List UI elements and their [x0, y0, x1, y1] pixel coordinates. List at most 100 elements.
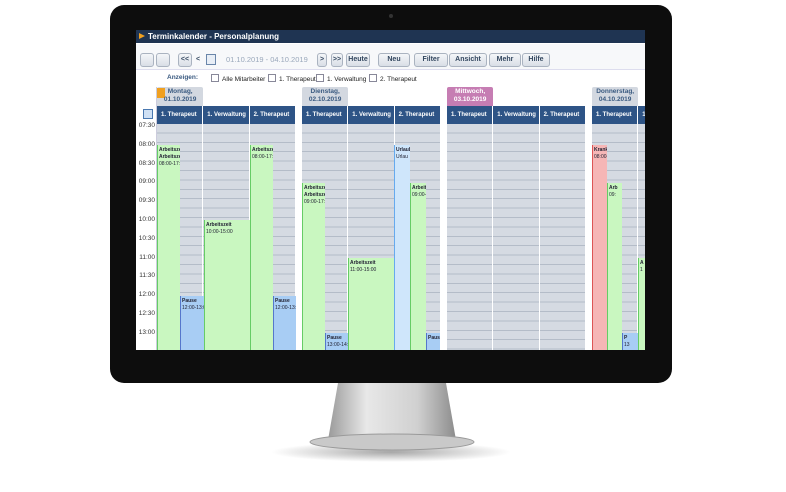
filter-label: Anzeigen:: [167, 74, 199, 81]
day-tab: [592, 87, 639, 106]
calendar-icon[interactable]: [143, 109, 153, 119]
event[interactable]: Arbeit 09:00-: [410, 183, 426, 350]
time-label: 11:00: [139, 253, 155, 261]
event-text: 1: [640, 267, 643, 273]
event-text: 08:00-: [594, 154, 607, 160]
event-text: Arbeitszeit: [252, 147, 273, 153]
time-label: 11:30: [139, 272, 155, 280]
day-name: Mittwoch,: [455, 88, 486, 95]
time-label: 08:30: [138, 159, 155, 167]
checkbox[interactable]: [211, 74, 219, 82]
event-text: Arbeitszeit: [304, 185, 325, 191]
event-text: Urlau: [396, 154, 408, 160]
filter-option[interactable]: 1. Verwaltung: [316, 74, 366, 84]
column-header: 1. Therapeut: [302, 106, 349, 124]
event[interactable]: Arb 09:: [607, 183, 622, 350]
time-label: 09:30: [138, 197, 155, 205]
next2-button[interactable]: >>: [331, 53, 343, 67]
event-text: P: [624, 335, 628, 341]
event-text: Arbeitszeit: [206, 222, 232, 228]
date-range: 01.10.2019 - 04.10.2019: [226, 55, 308, 64]
back-button[interactable]: [140, 53, 154, 67]
column: [539, 124, 586, 350]
app: Terminkalender - Personalplanung << > >> Heu…: [136, 30, 645, 350]
time-label: 07:30: [138, 122, 155, 129]
event-text: Pause: [182, 298, 197, 304]
event-text: Urlaub: [396, 147, 410, 153]
event-text: Arbeitszeit: [159, 154, 180, 160]
title-icon: [139, 33, 145, 39]
event-text: Arbeit: [412, 185, 426, 191]
event-text: Krank: [594, 147, 607, 153]
time-column: [136, 87, 157, 350]
event[interactable]: Pause: [426, 333, 440, 350]
day-tab: [157, 87, 204, 106]
event-text: Arbeitszeit: [159, 147, 180, 153]
checkbox[interactable]: [369, 74, 377, 82]
event-text: 13: [624, 342, 630, 348]
day-tab: [447, 87, 494, 106]
day-name: Dienstag,: [310, 88, 340, 95]
event[interactable]: Arbeitszeit 10:00-15:00: [204, 220, 250, 350]
column-header: 1. Verwaltung: [203, 106, 250, 124]
event-text: 11:00-15:00: [350, 267, 377, 273]
time-label: 13:00: [138, 328, 155, 336]
checkbox[interactable]: [268, 74, 276, 82]
title-bar: [136, 30, 645, 43]
event[interactable]: P 13: [622, 333, 638, 350]
calendar-icon[interactable]: [206, 54, 216, 65]
filter-option[interactable]: Alle Mitarbeiter: [211, 74, 265, 84]
event[interactable]: Arbeitszeit08:00-17:0: [250, 145, 273, 350]
filter-button[interactable]: Filter: [414, 53, 448, 67]
day-icon: [157, 88, 165, 98]
new-button[interactable]: Neu: [378, 53, 410, 67]
column-header: 1. Therapeut: [157, 106, 204, 124]
view-button[interactable]: Ansicht: [449, 53, 487, 67]
time-label: 10:00: [138, 216, 155, 223]
day-date: 02.10.2019: [308, 96, 342, 103]
event-text: Pause: [327, 335, 342, 341]
prev-button[interactable]: <: [195, 56, 201, 63]
column: [447, 124, 494, 350]
filter-option[interactable]: 1. Therapeut: [268, 74, 316, 84]
column: [493, 124, 540, 350]
title: Terminkalender - Personalplanung: [148, 32, 279, 41]
help-button[interactable]: Hilfe: [522, 53, 550, 67]
column-header: 2. Therapeut: [249, 106, 296, 124]
event-text: 08:00-17:0: [252, 154, 273, 160]
filter-option[interactable]: 2. Therapeut: [369, 74, 417, 84]
event-text: Pause: [428, 335, 440, 341]
day-date: 01.10.2019: [163, 96, 197, 103]
column-header: 1. Verwaltung: [348, 106, 395, 124]
checkbox[interactable]: [316, 74, 324, 82]
filter-option-label: 1. Verwaltung: [327, 76, 367, 83]
event[interactable]: UrlaubUrlau: [394, 145, 410, 350]
event-text: 12:00-13:0: [275, 305, 296, 311]
column-header: 1. Therapeut: [447, 106, 494, 124]
column-header: 1. Verwaltung: [493, 106, 540, 124]
event[interactable]: ArbeitszeitArbeitszeit08:00-17:0: [157, 145, 180, 350]
today-button[interactable]: Heute: [346, 53, 370, 67]
day-tab: [302, 87, 349, 106]
prev2-button[interactable]: <<: [178, 53, 192, 67]
next-button[interactable]: >: [317, 53, 327, 67]
time-label: 12:30: [138, 310, 155, 317]
refresh-button[interactable]: [156, 53, 170, 67]
event[interactable]: Arbeitszeit 11:00-15:00: [348, 258, 394, 350]
event[interactable]: ArbeitszeitArbeitszeit09:00-17:0: [302, 183, 325, 350]
event-text: 09:00-17:0: [304, 199, 325, 205]
event[interactable]: Krank 08:00-: [592, 145, 607, 350]
event-text: 09:: [609, 192, 616, 198]
time-label: 10:30: [138, 234, 155, 242]
more-button[interactable]: Mehr: [489, 53, 521, 67]
column-header: 1: [638, 106, 645, 124]
event-text: Pause: [275, 298, 290, 304]
column-header: 2. Therapeut: [539, 106, 586, 124]
day-date: 03.10.2019: [453, 96, 487, 103]
column-header: 2. Therapeut: [394, 106, 441, 124]
